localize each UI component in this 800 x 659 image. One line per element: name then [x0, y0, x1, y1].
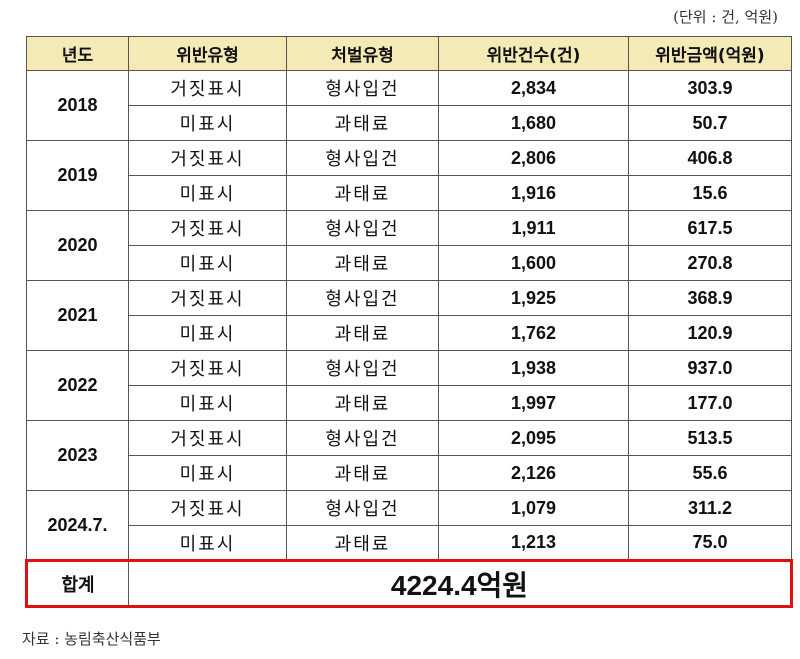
table-row: 2019 거짓표시 형사입건 2,806 406.8	[26, 140, 792, 211]
penalty-type-cell: 형사입건	[286, 350, 439, 386]
violation-amount-cell: 177.0	[628, 385, 792, 421]
table-row: 미표시 과태료 1,762 120.9	[27, 315, 792, 351]
header-row: 년도 위반유형 처벌유형 위반건수(건) 위반금액(억원)	[26, 36, 792, 71]
violation-type-cell: 미표시	[128, 105, 287, 141]
year-cell: 2024.7.	[26, 490, 129, 561]
violation-table: 년도 위반유형 처벌유형 위반건수(건) 위반금액(억원) 2018 거짓표시 형사…	[25, 36, 793, 608]
violation-count-cell: 2,095	[438, 420, 629, 456]
violation-amount-cell: 55.6	[628, 455, 792, 491]
violation-type-cell: 미표시	[128, 175, 287, 211]
violation-amount-cell: 368.9	[628, 280, 792, 316]
violation-amount-cell: 937.0	[628, 350, 792, 386]
table-row: 미표시 과태료 2,126 55.6	[27, 455, 792, 491]
penalty-type-cell: 과태료	[286, 105, 439, 141]
violation-type-cell: 미표시	[128, 315, 287, 351]
violation-type-cell: 미표시	[128, 245, 287, 281]
table-row: 2018 거짓표시 형사입건 2,834 303.9	[26, 70, 792, 141]
violation-amount-cell: 406.8	[628, 140, 792, 176]
total-row: 합계 4224.4억원	[25, 559, 793, 608]
violation-count-cell: 1,925	[438, 280, 629, 316]
violation-type-cell: 미표시	[128, 525, 287, 561]
year-cell: 2021	[26, 280, 129, 351]
header-year: 년도	[26, 36, 129, 71]
year-cell: 2019	[26, 140, 129, 211]
penalty-type-cell: 과태료	[286, 315, 439, 351]
violation-count-cell: 1,911	[438, 210, 629, 246]
header-violation-amount: 위반금액(억원)	[628, 36, 792, 71]
violation-type-cell: 미표시	[128, 385, 287, 421]
penalty-type-cell: 형사입건	[286, 140, 439, 176]
violation-amount-cell: 15.6	[628, 175, 792, 211]
violation-count-cell: 1,762	[438, 315, 629, 351]
penalty-type-cell: 과태료	[286, 245, 439, 281]
total-label: 합계	[25, 559, 129, 608]
penalty-type-cell: 과태료	[286, 385, 439, 421]
violation-count-cell: 1,600	[438, 245, 629, 281]
table-row: 2021 거짓표시 형사입건 1,925 368.9	[26, 280, 792, 351]
year-cell: 2020	[26, 210, 129, 281]
total-value: 4224.4억원	[128, 559, 793, 608]
violation-type-cell: 거짓표시	[128, 140, 287, 176]
violation-amount-cell: 120.9	[628, 315, 792, 351]
violation-type-cell: 미표시	[128, 455, 287, 491]
violation-count-cell: 2,806	[438, 140, 629, 176]
table-row: 미표시 과태료 1,213 75.0	[27, 525, 792, 561]
header-penalty-type: 처벌유형	[286, 36, 439, 71]
violation-count-cell: 1,916	[438, 175, 629, 211]
table-row: 미표시 과태료 1,600 270.8	[27, 245, 792, 281]
violation-amount-cell: 513.5	[628, 420, 792, 456]
penalty-type-cell: 형사입건	[286, 280, 439, 316]
violation-type-cell: 거짓표시	[128, 210, 287, 246]
penalty-type-cell: 형사입건	[286, 70, 439, 106]
table-row: 2022 거짓표시 형사입건 1,938 937.0	[26, 350, 792, 421]
header-violation-count: 위반건수(건)	[438, 36, 629, 71]
table-row: 미표시 과태료 1,997 177.0	[27, 385, 792, 421]
violation-count-cell: 2,126	[438, 455, 629, 491]
penalty-type-cell: 과태료	[286, 175, 439, 211]
source-note: 자료 : 농림축산식품부	[22, 630, 161, 648]
table-body: 2018 거짓표시 형사입건 2,834 303.9 미표시 과태료 1,680 50.7 201…	[25, 70, 793, 608]
table-row: 2023 거짓표시 형사입건 2,095 513.5	[26, 420, 792, 491]
year-cell: 2022	[26, 350, 129, 421]
violation-amount-cell: 311.2	[628, 490, 792, 526]
violation-count-cell: 1,079	[438, 490, 629, 526]
violation-amount-cell: 50.7	[628, 105, 792, 141]
violation-amount-cell: 75.0	[628, 525, 792, 561]
violation-count-cell: 1,997	[438, 385, 629, 421]
year-cell: 2023	[26, 420, 129, 491]
penalty-type-cell: 형사입건	[286, 420, 439, 456]
year-cell: 2018	[26, 70, 129, 141]
violation-amount-cell: 270.8	[628, 245, 792, 281]
unit-note: (단위 : 건, 억원)	[673, 8, 778, 26]
penalty-type-cell: 과태료	[286, 525, 439, 561]
violation-type-cell: 거짓표시	[128, 420, 287, 456]
violation-amount-cell: 617.5	[628, 210, 792, 246]
violation-type-cell: 거짓표시	[128, 280, 287, 316]
penalty-type-cell: 형사입건	[286, 490, 439, 526]
violation-amount-cell: 303.9	[628, 70, 792, 106]
violation-type-cell: 거짓표시	[128, 350, 287, 386]
violation-count-cell: 1,680	[438, 105, 629, 141]
table-row: 2024.7. 거짓표시 형사입건 1,079 311.2	[26, 490, 792, 561]
violation-type-cell: 거짓표시	[128, 70, 287, 106]
penalty-type-cell: 과태료	[286, 455, 439, 491]
violation-count-cell: 2,834	[438, 70, 629, 106]
table-row: 미표시 과태료 1,680 50.7	[27, 105, 792, 141]
header-violation-type: 위반유형	[128, 36, 287, 71]
violation-count-cell: 1,213	[438, 525, 629, 561]
table-row: 미표시 과태료 1,916 15.6	[27, 175, 792, 211]
penalty-type-cell: 형사입건	[286, 210, 439, 246]
violation-type-cell: 거짓표시	[128, 490, 287, 526]
violation-count-cell: 1,938	[438, 350, 629, 386]
table-row: 2020 거짓표시 형사입건 1,911 617.5	[26, 210, 792, 281]
